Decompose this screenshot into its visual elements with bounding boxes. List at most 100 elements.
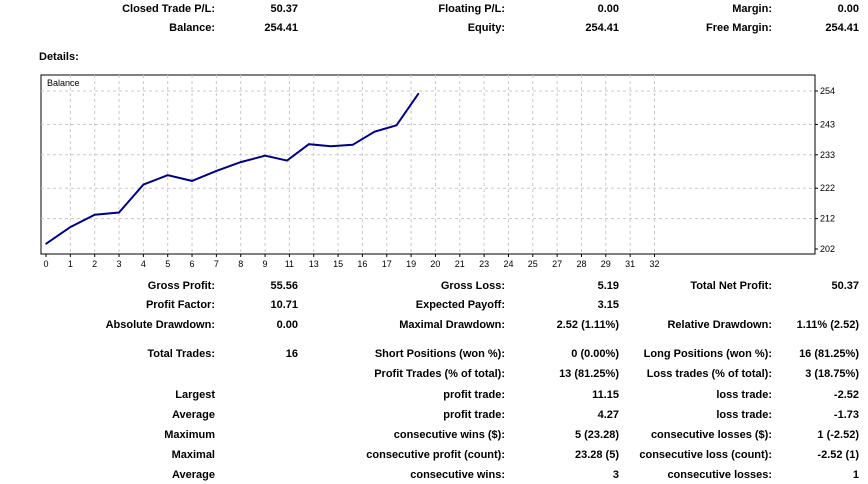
balance-point (239, 161, 242, 163)
x-tick-label: 27 (552, 259, 562, 269)
stats-label: consecutive wins: (410, 469, 505, 481)
y-tick-label: 212 (820, 214, 835, 224)
chart-legend: Balance (47, 78, 80, 88)
x-tick-label: 9 (263, 259, 268, 269)
x-tick-label: 19 (406, 259, 416, 269)
stats-label: Maximal (171, 449, 215, 461)
stats-label: Maximal Drawdown: (399, 319, 505, 331)
x-tick-label: 17 (382, 259, 392, 269)
balance-point (286, 159, 288, 162)
stats-label: Total Net Profit: (690, 280, 772, 292)
x-tick-label: 7 (214, 259, 219, 269)
stats-label: consecutive wins ($): (393, 429, 505, 441)
balance-point (417, 92, 420, 95)
stats-value: 11.15 (592, 389, 619, 401)
summary-label: Equity: (467, 22, 505, 34)
balance-point (166, 174, 169, 176)
stats-label: loss trade: (716, 409, 772, 421)
stats-value: 2.52 (1.11%) (556, 319, 619, 331)
summary-value: 254.41 (585, 22, 619, 34)
x-tick-label: 29 (601, 259, 611, 269)
stats-label: consecutive profit (count): (366, 449, 505, 461)
stats-value: 0 (0.00%) (571, 348, 619, 360)
stats-label: Short Positions (won %): (374, 348, 505, 360)
x-tick-label: 1 (68, 259, 73, 269)
x-tick-label: 20 (430, 259, 440, 269)
balance-point (395, 124, 398, 127)
stats-label: consecutive losses: (667, 469, 772, 481)
summary-value: 50.37 (270, 3, 298, 15)
stats-value: 1 (-2.52) (817, 429, 859, 441)
stats-value: 1.11% (2.52) (796, 319, 859, 331)
balance-point (93, 213, 96, 216)
summary-value: 0.00 (837, 3, 859, 15)
y-tick-label: 222 (820, 183, 835, 193)
summary-value: 254.41 (825, 22, 859, 34)
stats-label: Relative Drawdown: (667, 319, 772, 331)
stats-value: 3 (612, 469, 619, 481)
stats-value: -2.52 (833, 389, 859, 401)
stats-value: 55.56 (270, 280, 298, 292)
stats-value: 16 (81.25%) (799, 348, 859, 360)
y-tick-label: 243 (820, 119, 835, 129)
summary-label: Margin: (732, 3, 772, 15)
stats-label: Profit Factor: (145, 299, 215, 311)
summary-label: Free Margin: (705, 22, 772, 34)
stats-value: 10.71 (270, 299, 298, 311)
stats-value: 50.37 (831, 280, 859, 292)
stats-value: 13 (81.25%) (559, 368, 619, 380)
stats-label: Average (171, 469, 215, 481)
stats-label: profit trade: (443, 389, 505, 401)
balance-point (69, 226, 72, 228)
x-tick-label: 3 (117, 259, 122, 269)
stats-value: 5.19 (597, 280, 619, 292)
summary-label: Balance: (169, 22, 215, 34)
chart-frame (40, 74, 816, 255)
stats-label: Profit Trades (% of total): (374, 368, 505, 380)
x-tick-label: 25 (528, 259, 538, 269)
x-tick-label: 8 (238, 259, 243, 269)
balance-point (264, 154, 266, 157)
stats-value: 23.28 (5) (574, 449, 619, 461)
balance-point (373, 130, 376, 133)
x-tick-label: 16 (357, 259, 367, 269)
stats-label: Loss trades (% of total): (646, 368, 772, 380)
balance-chart: 0 1 2 3 4 5 6 7 8 9 11 13 15 16 17 19 20 21 23 24 25 27 28 29 31… (40, 74, 835, 269)
x-tick-label: 0 (43, 259, 48, 269)
balance-point (215, 170, 218, 172)
stats-value: -1.73 (833, 409, 859, 421)
summary-label: Closed Trade P/L: (122, 3, 215, 15)
stats-value: -2.52 (1) (817, 449, 859, 461)
stats-label: Largest (175, 389, 215, 401)
x-tick-label: 4 (141, 259, 146, 269)
y-tick-label: 254 (820, 86, 835, 96)
stats-label: Gross Loss: (440, 280, 505, 292)
x-tick-label: 5 (165, 259, 170, 269)
y-tick-label: 233 (820, 150, 835, 160)
details-label: Details: (39, 51, 79, 63)
stats-label: loss trade: (716, 389, 772, 401)
y-tick-label: 202 (820, 244, 835, 254)
stats-value: 16 (285, 348, 298, 360)
x-tick-label: 13 (309, 259, 319, 269)
stats-label: Long Positions (won %): (643, 348, 772, 360)
balance-point (351, 144, 354, 146)
stats-label: profit trade: (443, 409, 505, 421)
x-tick-label: 23 (479, 259, 489, 269)
x-tick-label: 32 (649, 259, 659, 269)
x-tick-label: 21 (455, 259, 465, 269)
stats-label: Absolute Drawdown: (105, 319, 215, 331)
stats-label: Expected Payoff: (415, 299, 505, 311)
balance-point (45, 243, 47, 245)
stats-label: Total Trades: (147, 348, 215, 360)
balance-point (308, 143, 310, 145)
x-tick-label: 24 (503, 259, 513, 269)
stats-value: 1 (852, 469, 859, 481)
x-tick-label: 6 (190, 259, 195, 269)
stats-value: 0.00 (276, 319, 298, 331)
summary-value: 254.41 (264, 22, 298, 34)
stats-label: Maximum (164, 429, 215, 441)
balance-point (142, 183, 145, 186)
x-tick-label: 15 (333, 259, 343, 269)
x-tick-label: 2 (92, 259, 97, 269)
